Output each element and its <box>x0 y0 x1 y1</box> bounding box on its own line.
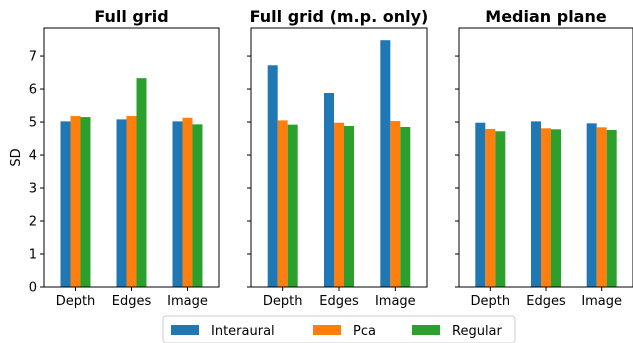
panel-title: Median plane <box>485 7 607 26</box>
x-tick-label-image: Image <box>581 294 622 309</box>
bar-image-regular <box>400 126 411 287</box>
bar-edges-pca <box>541 128 551 287</box>
y-tick-label-0: 0 <box>29 281 37 296</box>
panel-2: Full grid (m.p. only) Depth Edges Image <box>247 7 428 309</box>
panel-frame <box>250 27 428 288</box>
panel-1: Full grid Depth Edges Image 0 1 2 3 4 5 6 7 SD <box>9 7 220 309</box>
y-tick-label-7: 7 <box>29 50 37 65</box>
x-tick-label-edges: Edges <box>526 294 566 309</box>
legend: Interaural Pca Regular <box>162 315 516 343</box>
bar-depth-pca <box>277 120 288 287</box>
bar-depth-interaural <box>60 121 71 287</box>
bar-image-interaural <box>172 121 183 287</box>
y-tick-label-4: 4 <box>29 149 37 164</box>
bar-depth-pca <box>485 128 496 287</box>
x-tick-label-edges: Edges <box>319 294 359 309</box>
panel-title: Full grid (m.p. only) <box>250 7 429 26</box>
bar-image-pca <box>596 127 607 288</box>
y-axis-label: SD <box>9 148 24 166</box>
bar-edges-regular <box>136 78 147 287</box>
bar-edges-interaural <box>324 92 334 287</box>
legend-label-pca: Pca <box>353 324 376 339</box>
y-tick-label-6: 6 <box>29 83 37 98</box>
x-tick-label-depth: Depth <box>56 294 96 309</box>
bar-image-pca <box>182 117 193 287</box>
legend-label-interaural: Interaural <box>211 324 275 339</box>
bar-depth-interaural <box>475 122 486 288</box>
legend-swatch-interaural <box>171 325 199 335</box>
legend-swatch-regular <box>412 325 440 335</box>
bar-depth-regular <box>287 124 298 287</box>
x-tick-label-edges: Edges <box>112 294 152 309</box>
x-tick-label-image: Image <box>375 294 416 309</box>
bar-image-interaural <box>380 40 391 287</box>
legend-label-regular: Regular <box>452 324 503 339</box>
y-tick-label-2: 2 <box>29 215 37 230</box>
bar-edges-regular <box>344 125 354 287</box>
bar-edges-regular <box>551 129 561 287</box>
bar-edges-interaural <box>116 119 127 287</box>
bar-edges-pca <box>334 122 344 288</box>
x-tick-label-depth: Depth <box>263 294 303 309</box>
x-tick-label-image: Image <box>167 294 208 309</box>
panel-frame <box>458 27 633 288</box>
legend-swatch-pca <box>313 325 341 335</box>
panel-title: Full grid <box>94 7 168 26</box>
y-tick-label-3: 3 <box>29 182 37 197</box>
bar-image-pca <box>390 121 401 287</box>
bar-edges-interaural <box>531 121 541 287</box>
bar-depth-regular <box>80 117 91 288</box>
y-tick-label-1: 1 <box>29 248 37 263</box>
panel-3: Median plane Depth Edges Image <box>455 7 633 309</box>
bar-image-regular <box>606 129 617 287</box>
panel-frame <box>43 27 220 288</box>
bar-depth-pca <box>70 116 81 288</box>
bar-depth-regular <box>495 131 506 287</box>
bar-edges-pca <box>126 116 137 288</box>
bar-depth-interaural <box>267 65 278 287</box>
y-tick-label-5: 5 <box>29 116 37 131</box>
bar-image-interaural <box>586 123 597 287</box>
x-tick-label-depth: Depth <box>471 294 511 309</box>
bar-image-regular <box>192 124 203 287</box>
